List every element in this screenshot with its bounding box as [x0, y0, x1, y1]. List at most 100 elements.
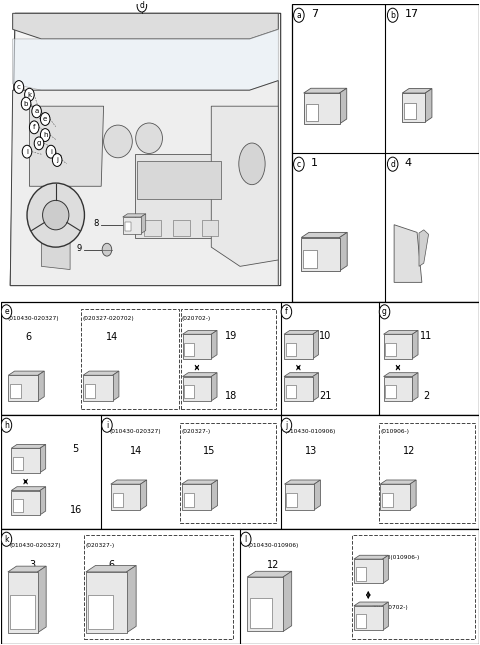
Polygon shape [354, 602, 388, 606]
Text: a: a [35, 108, 39, 114]
Polygon shape [410, 480, 416, 510]
Circle shape [102, 418, 112, 432]
Circle shape [387, 8, 398, 23]
Text: 13(010906-): 13(010906-) [384, 555, 420, 560]
Ellipse shape [239, 143, 265, 184]
Text: (010430-010906): (010430-010906) [247, 543, 299, 548]
Polygon shape [12, 29, 278, 90]
Polygon shape [11, 444, 46, 448]
Circle shape [281, 305, 292, 319]
Polygon shape [10, 81, 278, 286]
Bar [385, 385, 396, 399]
Polygon shape [402, 88, 432, 93]
Text: 6: 6 [25, 332, 32, 342]
Circle shape [34, 137, 44, 150]
Circle shape [52, 154, 62, 166]
Polygon shape [12, 14, 278, 39]
Bar [144, 220, 161, 236]
Bar [11, 491, 40, 515]
Text: 4: 4 [405, 158, 412, 168]
Circle shape [24, 88, 34, 101]
Text: 17: 17 [405, 9, 419, 19]
Text: (010430-020327): (010430-020327) [9, 543, 61, 548]
Polygon shape [301, 232, 347, 237]
Polygon shape [181, 480, 217, 484]
Text: l: l [26, 149, 28, 155]
Text: h: h [43, 132, 48, 138]
Circle shape [40, 128, 50, 141]
Bar [13, 457, 23, 470]
Polygon shape [113, 371, 119, 401]
Polygon shape [40, 444, 46, 473]
Bar [354, 606, 383, 630]
Bar [173, 220, 190, 236]
Text: (020327-): (020327-) [86, 543, 115, 548]
Circle shape [29, 121, 39, 134]
Polygon shape [383, 602, 388, 630]
Polygon shape [182, 373, 217, 377]
Text: d: d [390, 160, 395, 169]
Text: 9: 9 [77, 244, 82, 253]
Text: 21: 21 [319, 391, 331, 401]
Bar [183, 493, 194, 507]
Bar [202, 220, 218, 236]
Bar [301, 237, 339, 271]
Polygon shape [304, 88, 347, 93]
Circle shape [102, 243, 112, 256]
Circle shape [294, 8, 304, 23]
Text: 11: 11 [420, 331, 432, 341]
Bar [10, 384, 21, 399]
Bar [184, 385, 194, 399]
Bar [304, 93, 339, 124]
Polygon shape [285, 480, 321, 484]
Text: (020327-): (020327-) [181, 429, 210, 434]
Text: d: d [140, 1, 144, 10]
Polygon shape [211, 373, 217, 401]
Text: 5: 5 [72, 444, 79, 455]
Circle shape [294, 157, 304, 171]
Text: f: f [33, 124, 36, 130]
Text: 12: 12 [403, 446, 415, 456]
Polygon shape [29, 106, 104, 186]
Bar [180, 309, 276, 408]
Bar [10, 595, 35, 629]
Circle shape [14, 81, 24, 94]
Polygon shape [284, 373, 319, 377]
Polygon shape [37, 566, 46, 633]
Bar [382, 493, 393, 507]
Polygon shape [40, 487, 46, 515]
Polygon shape [354, 555, 388, 559]
Bar [125, 222, 132, 231]
Ellipse shape [43, 201, 69, 230]
Circle shape [1, 418, 12, 432]
Circle shape [22, 145, 32, 158]
Polygon shape [141, 480, 147, 510]
Text: f: f [285, 307, 288, 316]
Text: 8: 8 [94, 219, 99, 228]
Bar [285, 484, 314, 510]
Bar [286, 385, 296, 399]
Text: g: g [37, 141, 41, 146]
Polygon shape [211, 330, 217, 359]
Text: 18: 18 [225, 391, 237, 401]
Bar [81, 309, 179, 408]
Circle shape [379, 305, 390, 319]
Polygon shape [127, 566, 136, 633]
Bar [8, 375, 38, 401]
Bar [284, 334, 313, 359]
Text: 6: 6 [108, 560, 115, 570]
Text: (010430-020327): (010430-020327) [110, 429, 161, 434]
Text: (010906-): (010906-) [380, 429, 409, 434]
Text: g: g [382, 307, 387, 316]
Text: 10: 10 [319, 331, 331, 341]
Polygon shape [123, 214, 146, 217]
Text: 14: 14 [106, 332, 118, 342]
Bar [287, 493, 297, 507]
Polygon shape [111, 480, 147, 484]
Circle shape [387, 157, 398, 171]
Ellipse shape [104, 125, 132, 158]
Bar [88, 595, 113, 629]
Circle shape [40, 113, 50, 125]
Bar [250, 598, 272, 628]
Polygon shape [380, 480, 416, 484]
